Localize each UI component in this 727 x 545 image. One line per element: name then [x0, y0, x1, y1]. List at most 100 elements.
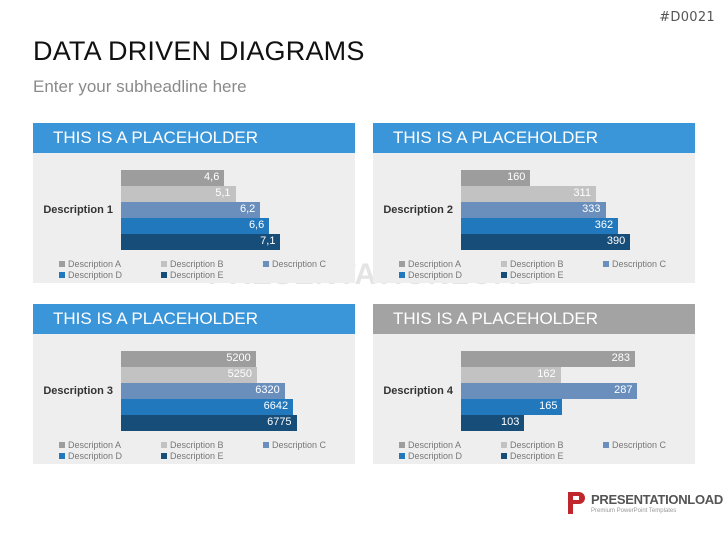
bar-description-e: 7,1	[121, 234, 281, 250]
legend-item: Description C	[603, 259, 666, 269]
legend-item: Description A	[59, 259, 121, 269]
logo-brand-text: PRESENTATIONLOAD	[591, 492, 723, 507]
legend-swatch	[263, 261, 269, 267]
bar-description-d: 362	[461, 218, 619, 234]
legend-label: Description A	[68, 440, 122, 450]
panel-header-text: THIS IS A PLACEHOLDER	[53, 128, 259, 147]
panel-header-text: THIS IS A PLACEHOLDER	[393, 128, 599, 147]
legend-swatch	[501, 272, 507, 278]
bar-description-a: 4,6	[121, 170, 225, 186]
legend-item: Description C	[603, 440, 666, 450]
legend-label: Description C	[272, 440, 327, 450]
panel-header: THIS IS A PLACEHOLDER	[33, 304, 355, 334]
logo-mark-icon	[568, 492, 585, 514]
legend-swatch	[501, 261, 507, 267]
bar-description-a: 5200	[121, 351, 256, 367]
bar-description-b: 162	[461, 367, 561, 383]
legend-swatch	[161, 261, 167, 267]
bar-value-label: 160	[507, 171, 526, 183]
bar-description-c: 6320	[121, 383, 285, 399]
legend-label: Description D	[408, 270, 463, 280]
bar-description-d: 165	[461, 399, 563, 415]
bar-description-a: 283	[461, 351, 636, 367]
chart-panel-1: THIS IS A PLACEHOLDER Description 1 4,6 5,1…	[33, 123, 355, 283]
bar-description-c: 333	[461, 202, 606, 218]
legend-item: Description B	[161, 440, 224, 450]
legend-item: Description C	[263, 259, 326, 269]
legend-label: Description B	[510, 259, 564, 269]
legend-label: Description E	[170, 451, 224, 461]
legend-swatch	[59, 272, 65, 278]
panel-header: THIS IS A PLACEHOLDER	[373, 123, 695, 153]
bar-value-label: 390	[606, 235, 626, 247]
bar-description-c: 6,2	[121, 202, 261, 218]
legend-swatch	[501, 453, 507, 459]
page-subtitle: Enter your subheadline here	[33, 77, 247, 96]
bar-description-e: 390	[461, 234, 631, 250]
legend-item: Description C	[263, 440, 326, 450]
bar-value-label: 165	[539, 400, 558, 412]
legend-label: Description B	[510, 440, 564, 450]
bar-description-b: 311	[461, 186, 596, 202]
legend-label: Description E	[170, 270, 224, 280]
legend-swatch	[603, 261, 609, 267]
category-label: Description 3	[43, 385, 113, 397]
legend-swatch	[399, 272, 405, 278]
legend-label: Description A	[68, 259, 122, 269]
legend-item: Description A	[399, 259, 461, 269]
legend-label: Description C	[612, 440, 667, 450]
legend-label: Description C	[272, 259, 327, 269]
panel-header: THIS IS A PLACEHOLDER	[373, 304, 695, 334]
legend-item: Description A	[59, 440, 121, 450]
bar-description-b: 5250	[121, 367, 258, 383]
panel-header: THIS IS A PLACEHOLDER	[33, 123, 355, 153]
legend-swatch	[161, 272, 167, 278]
bar-value-label: 7,1	[260, 235, 276, 247]
bar-value-label: 362	[594, 219, 614, 231]
bar-value-label: 6775	[267, 416, 292, 428]
legend-swatch	[399, 453, 405, 459]
chart-panel-3: THIS IS A PLACEHOLDER Description 3 5200 52…	[33, 304, 355, 464]
bar-value-label: 6642	[263, 400, 289, 412]
legend-label: Description D	[408, 451, 463, 461]
legend-item: Description D	[399, 451, 462, 461]
category-label: Description 2	[383, 204, 453, 216]
legend-item: Description B	[161, 259, 224, 269]
bar-value-label: 6,2	[239, 203, 256, 215]
legend-item: Description E	[501, 451, 564, 461]
legend-label: Description D	[68, 451, 123, 461]
bar-value-label: 6320	[255, 384, 280, 396]
legend-label: Description B	[170, 259, 224, 269]
chart-panel-4: THIS IS A PLACEHOLDER Description 4 283 162…	[373, 304, 695, 464]
bar-value-label: 5250	[227, 368, 253, 380]
legend-label: Description B	[170, 440, 224, 450]
chart-panel-2: THIS IS A PLACEHOLDER Description 2 160 311…	[373, 123, 695, 283]
category-label: Description 4	[383, 385, 453, 397]
legend-label: Description A	[408, 259, 462, 269]
legend-label: Description E	[510, 451, 564, 461]
bar-value-label: 287	[614, 384, 633, 396]
bar-value-label: 4,6	[204, 171, 220, 183]
legend-label: Description C	[612, 259, 667, 269]
bar-description-a: 160	[461, 170, 531, 186]
bar-value-label: 5,1	[215, 187, 231, 199]
bar-value-label: 333	[582, 203, 601, 215]
legend-swatch	[161, 453, 167, 459]
bar-value-label: 5200	[226, 352, 251, 364]
legend-item: Description B	[501, 259, 564, 269]
legend-item: Description D	[59, 451, 122, 461]
logo-tagline-text: Premium PowerPoint Templates	[591, 508, 677, 514]
legend-item: Description E	[501, 270, 564, 280]
bar-value-label: 162	[537, 368, 556, 380]
legend-item: Description A	[399, 440, 461, 450]
bar-value-label: 311	[573, 187, 591, 199]
bar-value-label: 103	[500, 416, 520, 428]
legend-item: Description E	[161, 451, 224, 461]
legend-item: Description E	[161, 270, 224, 280]
panel-header-text: THIS IS A PLACEHOLDER	[53, 309, 259, 328]
panel-header-text: THIS IS A PLACEHOLDER	[393, 309, 599, 328]
legend-swatch	[59, 442, 65, 448]
legend-item: Description D	[59, 270, 122, 280]
legend-swatch	[399, 261, 405, 267]
legend-item: Description D	[399, 270, 462, 280]
